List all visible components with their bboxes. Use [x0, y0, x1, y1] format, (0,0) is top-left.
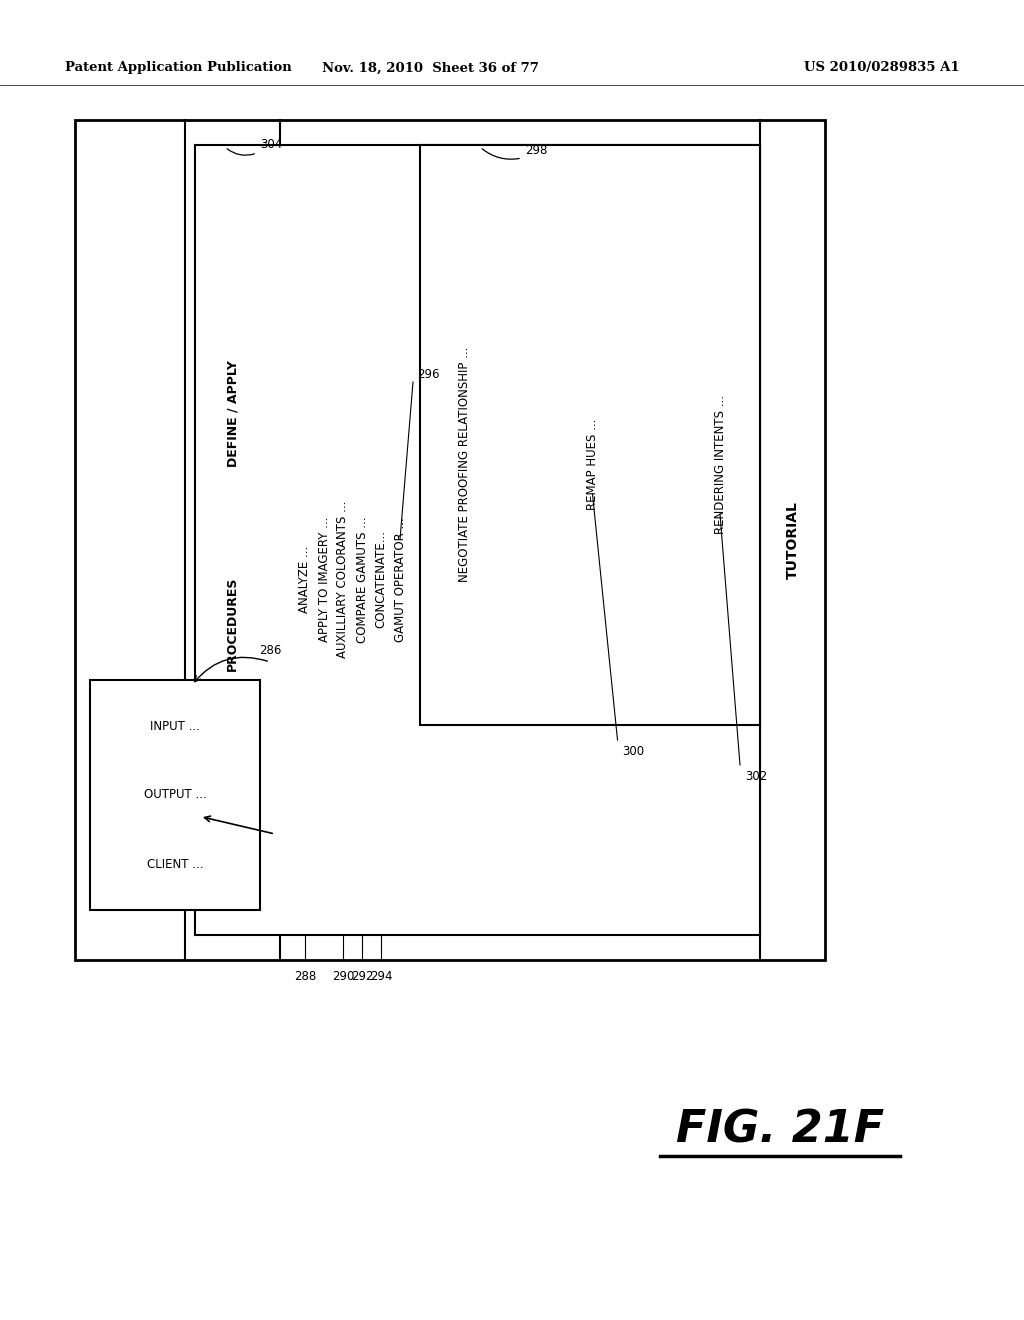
- Text: 296: 296: [417, 367, 439, 380]
- Text: Nov. 18, 2010  Sheet 36 of 77: Nov. 18, 2010 Sheet 36 of 77: [322, 62, 539, 74]
- Text: REMAP HUES ...: REMAP HUES ...: [586, 418, 599, 510]
- Bar: [75, 120, 825, 960]
- Text: ANALYZE ...: ANALYZE ...: [299, 546, 311, 612]
- Text: OUTPUT ...: OUTPUT ...: [143, 788, 207, 801]
- Text: 304: 304: [260, 139, 283, 152]
- Bar: [195, 145, 760, 935]
- Text: 286: 286: [259, 644, 282, 656]
- Text: 290: 290: [332, 970, 354, 983]
- Text: NEGOTIATE PROOFING RELATIONSHIP ...: NEGOTIATE PROOFING RELATIONSHIP ...: [459, 346, 471, 582]
- Bar: [420, 145, 760, 725]
- Text: CLIENT ...: CLIENT ...: [146, 858, 203, 870]
- Text: GAMUT OPERATOR ...: GAMUT OPERATOR ...: [393, 517, 407, 642]
- Text: DEFINE / APPLY: DEFINE / APPLY: [226, 360, 239, 467]
- Text: GAMUTS: GAMUTS: [124, 718, 136, 781]
- Text: 302: 302: [745, 770, 767, 783]
- Bar: [90, 680, 260, 909]
- Text: 292: 292: [351, 970, 374, 983]
- Text: APPLY TO IMAGERY ...: APPLY TO IMAGERY ...: [317, 517, 331, 643]
- Text: RENDERING INTENTS ...: RENDERING INTENTS ...: [714, 395, 726, 533]
- Text: US 2010/0289835 A1: US 2010/0289835 A1: [805, 62, 961, 74]
- Text: 288: 288: [294, 970, 316, 983]
- Text: CONCATENATE...: CONCATENATE...: [375, 531, 387, 628]
- Text: Patent Application Publication: Patent Application Publication: [65, 62, 292, 74]
- Text: INPUT ...: INPUT ...: [151, 719, 200, 733]
- Text: FIG. 21F: FIG. 21F: [676, 1109, 884, 1151]
- Text: PROCEDURES: PROCEDURES: [226, 577, 239, 671]
- Text: 300: 300: [623, 744, 645, 758]
- Text: 298: 298: [525, 144, 548, 157]
- Text: COMPARE GAMUTS ...: COMPARE GAMUTS ...: [355, 516, 369, 643]
- Text: TUTORIAL: TUTORIAL: [785, 502, 800, 579]
- Text: 294: 294: [370, 970, 392, 983]
- Text: AUXILLIARY COLORANTS ...: AUXILLIARY COLORANTS ...: [337, 500, 349, 659]
